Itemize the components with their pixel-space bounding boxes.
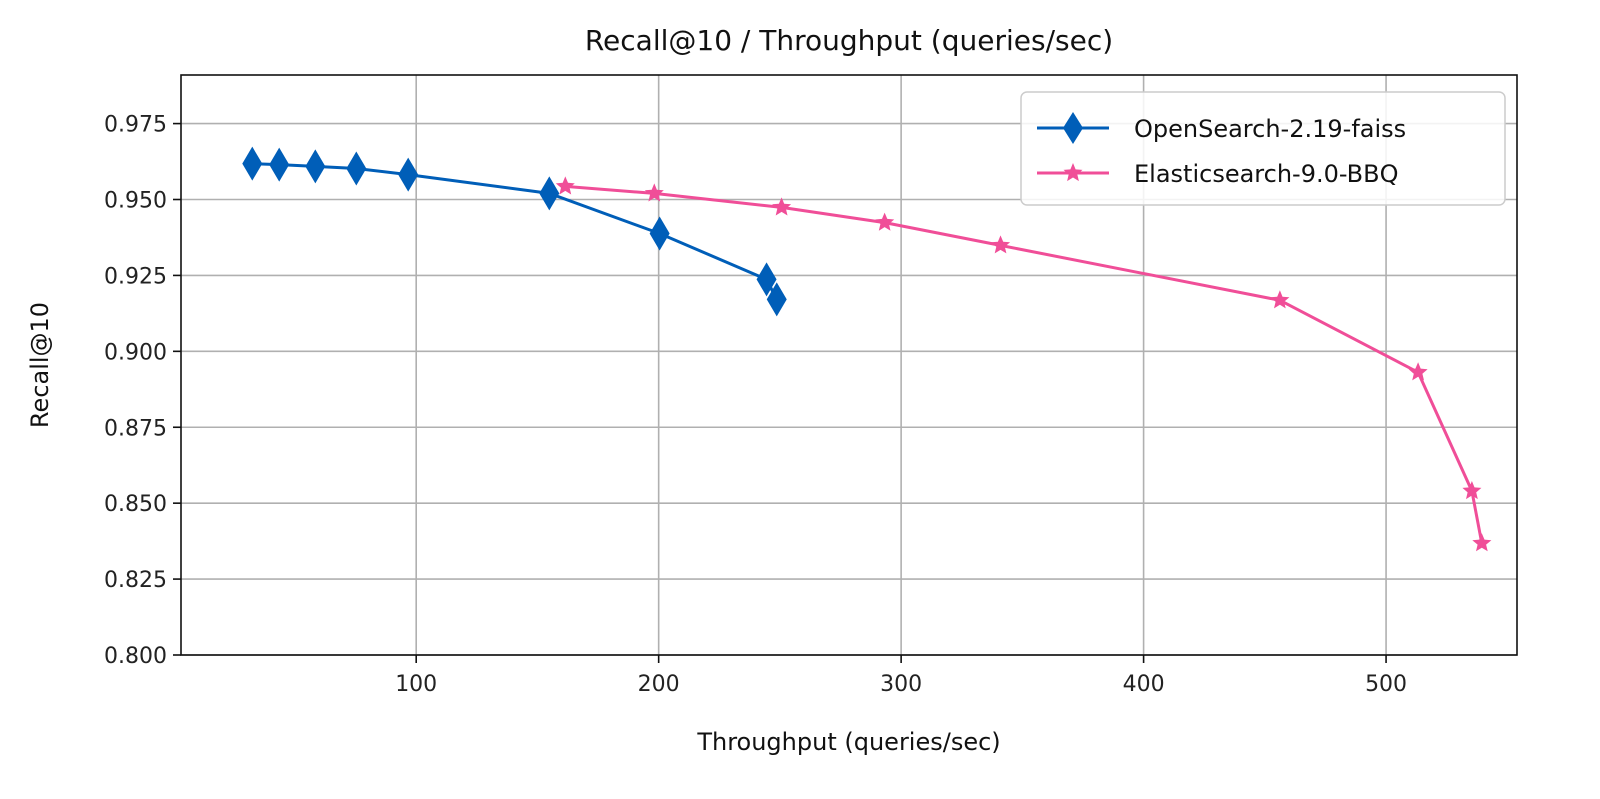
data-point-opensearch	[756, 262, 777, 297]
data-point-opensearch	[766, 282, 787, 317]
data-point-elasticsearch	[1408, 362, 1428, 381]
legend: OpenSearch-2.19-faiss Elasticsearch-9.0-…	[1020, 91, 1506, 206]
series-layer	[242, 146, 1492, 552]
y-tick-label: 0.825	[104, 568, 167, 593]
data-point-elasticsearch	[991, 235, 1011, 254]
x-axis-label: Throughput (queries/sec)	[696, 728, 1000, 756]
y-tick-label: 0.875	[104, 416, 167, 441]
data-point-elasticsearch	[1270, 290, 1290, 309]
data-point-elasticsearch	[1472, 533, 1492, 552]
x-tick-label: 400	[1123, 672, 1165, 697]
legend-marker-opensearch	[1063, 112, 1083, 144]
data-point-opensearch	[398, 157, 419, 192]
data-point-elasticsearch	[772, 197, 792, 216]
x-tick-label: 500	[1365, 672, 1407, 697]
data-point-opensearch	[269, 147, 290, 182]
data-point-elasticsearch	[1462, 481, 1482, 500]
y-axis-label: Recall@10	[26, 302, 54, 428]
data-point-elasticsearch	[875, 212, 895, 231]
data-point-opensearch	[649, 216, 670, 251]
data-point-elasticsearch	[555, 176, 575, 195]
plot-frame	[180, 74, 1518, 656]
ticks: 100 200 300 400 500 0.800 0.825 0.850 0.875 0.900…	[104, 113, 1407, 697]
series-line-elasticsearch	[565, 184, 1484, 544]
legend-box	[1020, 91, 1506, 206]
x-tick-label: 100	[395, 672, 437, 697]
data-point-opensearch	[242, 146, 263, 181]
legend-label-elasticsearch: Elasticsearch-9.0-BBQ	[1134, 160, 1399, 188]
y-tick-label: 0.800	[104, 644, 167, 669]
data-point-opensearch	[305, 149, 326, 184]
x-tick-label: 300	[880, 672, 922, 697]
y-tick-label: 0.850	[104, 492, 167, 517]
data-point-elasticsearch	[644, 183, 664, 202]
y-tick-label: 0.975	[104, 113, 167, 138]
legend-label-opensearch: OpenSearch-2.19-faiss	[1134, 115, 1406, 143]
y-tick-label: 0.925	[104, 264, 167, 289]
legend-marker-elasticsearch	[1063, 163, 1083, 182]
x-tick-label: 200	[638, 672, 680, 697]
series-line-opensearch	[252, 162, 779, 301]
y-tick-label: 0.950	[104, 189, 167, 214]
data-point-opensearch	[346, 151, 367, 186]
data-point-opensearch	[539, 176, 560, 211]
chart-title: Recall@10 / Throughput (queries/sec)	[585, 24, 1113, 57]
y-tick-label: 0.900	[104, 340, 167, 365]
